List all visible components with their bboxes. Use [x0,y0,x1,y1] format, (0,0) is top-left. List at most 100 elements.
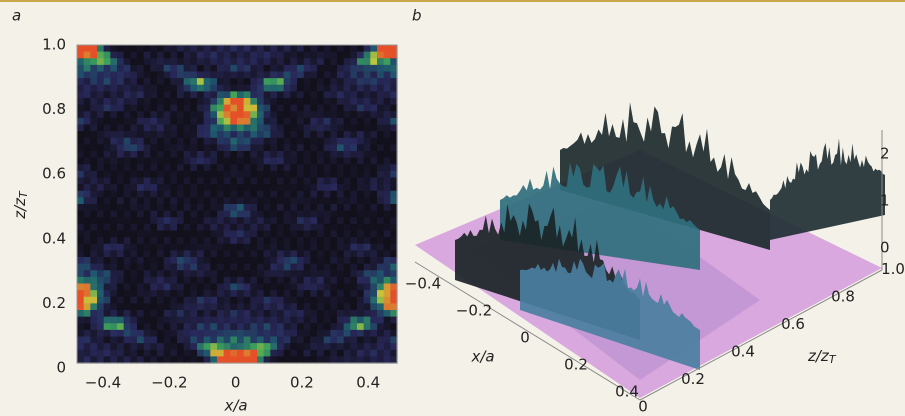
heat-cell [237,78,245,86]
heat-cell [357,197,365,205]
heat-cell [123,144,131,152]
heat-cell [303,223,311,232]
heat-cell [203,157,211,165]
heat-cell [357,250,365,258]
heat-cell [330,217,338,225]
heat-cell [77,45,85,53]
heat-cell [210,78,218,86]
heat-cell [110,117,118,126]
heat-cell [177,117,185,126]
heat-cell [357,124,365,132]
heat-cell [270,91,278,99]
heat-cell [203,270,211,278]
heat-cell [190,349,198,357]
heat-cell [143,124,151,132]
heat-cell [123,230,131,238]
heat-cell [150,177,158,185]
heat-cell [357,137,365,145]
heat-cell [363,270,371,278]
heat-cell [377,64,385,73]
heat-cell [323,356,331,364]
heat-cell [223,45,231,53]
heat-cell [297,184,305,192]
heat-cell [97,197,105,205]
heat-cell [363,104,371,112]
heat-cell [143,84,151,92]
heat-cell [90,177,98,185]
heat-cell [83,131,91,139]
heat-cell [290,64,298,73]
heat-cell [157,316,165,324]
heat-cell [150,290,158,298]
heat-cell [90,84,98,92]
heat-cell [97,250,105,258]
heat-cell [243,51,251,59]
heat-cell [150,190,158,198]
heat-cell [277,197,285,205]
heat-cell [117,217,125,225]
heat-cell [150,329,158,338]
heat-cell [250,164,258,172]
heat-cell [117,243,125,251]
heat-cell [90,303,98,311]
heat-cell [237,316,245,324]
heat-cell [277,310,285,318]
heat-cell [183,111,191,119]
heat-cell [270,204,278,212]
heat-cell [137,144,145,152]
heat-cell [317,276,325,285]
heat-cell [143,237,151,245]
heat-cell [170,190,178,198]
heat-cell [257,283,265,291]
heat-cell [283,270,291,278]
heat-cell [290,184,298,192]
heat-cell [237,137,245,145]
heat-cell [310,257,318,265]
heat-cell [283,117,291,126]
heat-cell [263,349,271,357]
heat-cell [130,197,138,205]
heat-cell [263,177,271,185]
heat-cell [363,257,371,265]
heat-cell [310,51,318,59]
heat-cell [357,230,365,238]
heat-cell [150,270,158,278]
heat-cell [190,144,198,152]
heat-cell [210,104,218,112]
heat-cell [303,51,311,59]
heat-cell [350,151,358,159]
heat-cell [283,111,291,119]
heat-cell [183,257,191,265]
heat-cell [330,204,338,212]
heat-cell [163,257,171,265]
heat-cell [150,356,158,364]
heat-cell [377,137,385,145]
heat-cell [370,104,378,112]
heat-cell [263,164,271,172]
heat-cell [263,270,271,278]
heat-cell [177,91,185,99]
heat-cell [137,117,145,126]
heat-cell [230,243,238,251]
heat-cell [110,78,118,86]
heat-cell [243,64,251,73]
heat-cell [263,243,271,251]
heat-cell [350,177,358,185]
heat-cell [310,349,318,357]
heat-cell [77,137,85,145]
heat-cell [143,157,151,165]
heat-cell [383,117,391,126]
heat-cell [223,190,231,198]
heat-cell [290,343,298,351]
heat-cell [257,336,265,344]
heat-cell [357,151,365,159]
heat-cell [103,263,111,271]
heat-cell [263,303,271,311]
heat-cell [250,184,258,192]
heat-cell [130,190,138,198]
heat-cell [170,230,178,238]
heat-cell [363,356,371,364]
heat-cell [317,78,325,86]
heat-cell [323,296,331,304]
heat-cell [130,184,138,192]
